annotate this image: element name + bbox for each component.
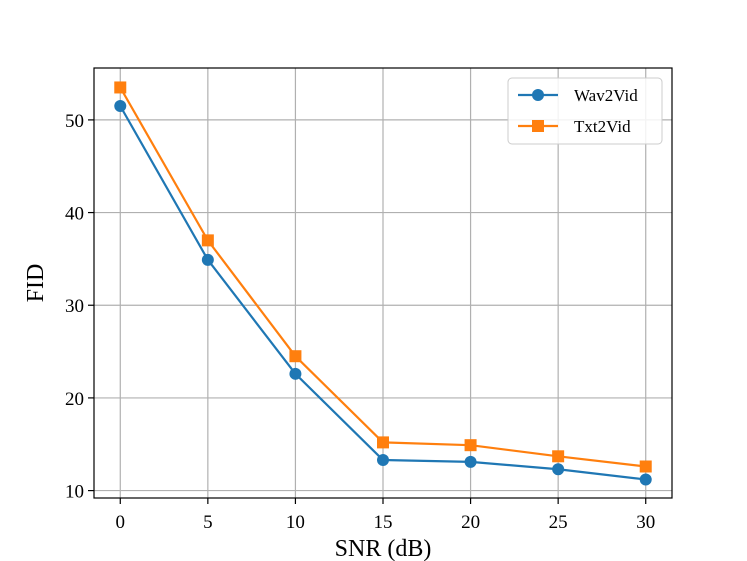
series-txt2vid [114, 81, 652, 473]
x-tick-label: 0 [116, 512, 126, 533]
axis-ticks: 0 5 10 15 20 25 30 10 20 30 40 50 [65, 111, 655, 533]
data-point [289, 350, 302, 363]
legend-entry: Txt2Vid [518, 117, 631, 136]
data-point [552, 463, 565, 476]
data-point [201, 253, 214, 266]
y-axis-label: FID [23, 264, 49, 303]
data-point [114, 81, 127, 94]
y-tick-label: 50 [65, 111, 84, 132]
x-tick-label: 15 [374, 512, 393, 533]
series-wav2vid [114, 99, 652, 486]
legend-label: Txt2Vid [574, 117, 631, 136]
legend-entry: Wav2Vid [518, 86, 638, 105]
data-point [552, 450, 565, 463]
y-tick-label: 20 [65, 389, 84, 410]
series-layer [114, 81, 652, 486]
x-axis-label: SNR (dB) [335, 536, 432, 561]
x-tick-label: 20 [461, 512, 480, 533]
data-point [114, 99, 127, 112]
legend-marker [532, 89, 544, 101]
legend-label: Wav2Vid [574, 86, 638, 105]
data-point [377, 436, 389, 449]
data-point [201, 234, 214, 247]
data-point [464, 455, 477, 468]
x-tick-label: 10 [286, 512, 305, 533]
data-point [289, 367, 302, 380]
data-point [639, 473, 652, 486]
data-point [464, 439, 477, 452]
x-tick-label: 30 [636, 512, 655, 533]
legend-marker [532, 120, 544, 132]
y-tick-label: 30 [65, 296, 84, 317]
legend: Wav2Vid Txt2Vid [507, 77, 663, 145]
data-point [377, 454, 389, 467]
x-tick-label: 25 [549, 512, 568, 533]
y-tick-label: 40 [65, 204, 84, 225]
y-tick-label: 10 [65, 482, 84, 503]
data-point [639, 460, 652, 473]
x-tick-label: 5 [203, 512, 213, 533]
